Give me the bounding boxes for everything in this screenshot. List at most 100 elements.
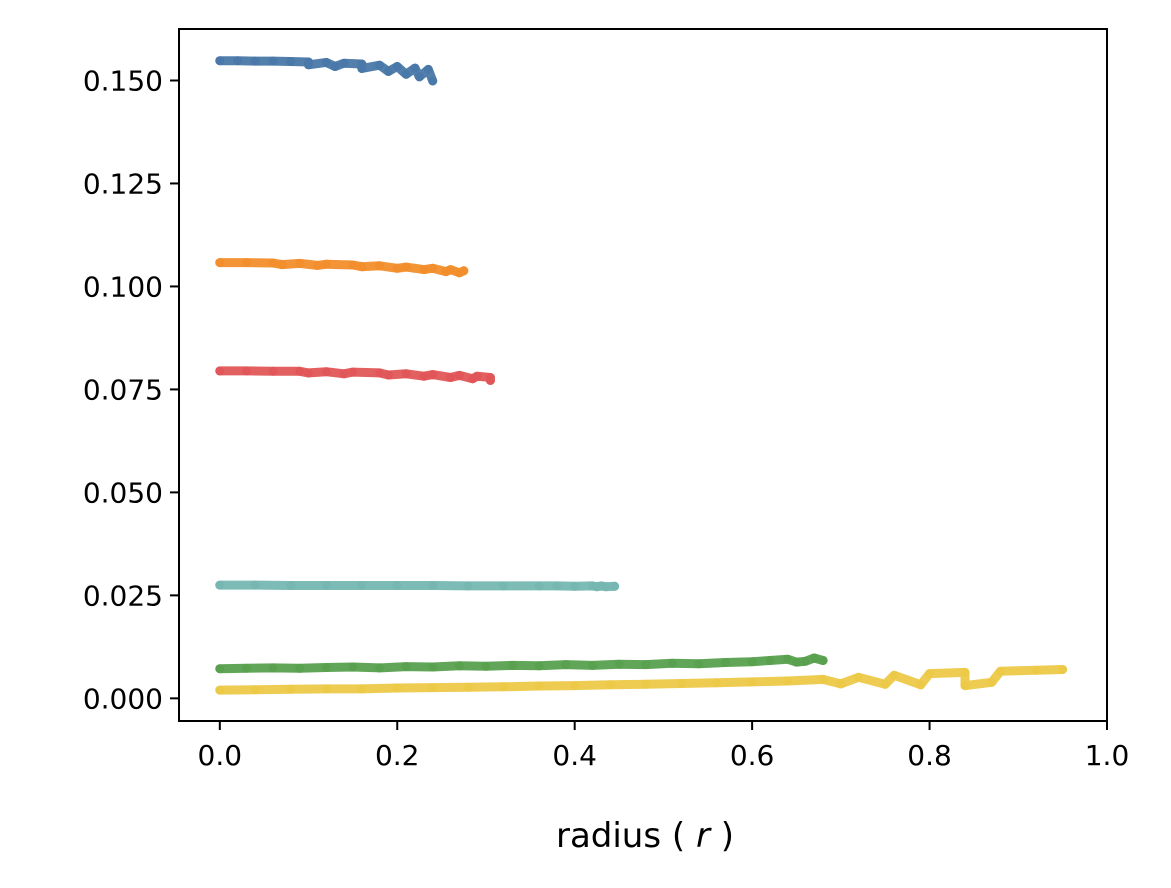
data-point xyxy=(241,366,251,376)
data-point xyxy=(241,258,251,268)
plot-frame xyxy=(178,28,1108,722)
data-point xyxy=(508,660,518,670)
x-tick-label: 0.8 xyxy=(907,739,952,772)
data-point xyxy=(880,679,890,689)
data-point xyxy=(712,678,722,688)
data-point xyxy=(419,371,429,381)
y-tick-label: 0.150 xyxy=(83,64,163,97)
data-point xyxy=(401,69,411,79)
data-point xyxy=(250,56,260,66)
data-point xyxy=(233,56,243,66)
data-point xyxy=(215,366,225,376)
data-point xyxy=(916,680,926,690)
data-point xyxy=(641,679,651,689)
data-point xyxy=(499,581,509,591)
data-point xyxy=(614,659,624,669)
data-point xyxy=(268,56,278,66)
data-point xyxy=(987,677,997,687)
data-point xyxy=(357,64,367,73)
data-point xyxy=(419,265,429,275)
data-point xyxy=(610,581,620,591)
series-2 xyxy=(215,366,495,385)
data-point xyxy=(304,60,313,70)
x-tick-label: 0.6 xyxy=(730,739,775,772)
data-point xyxy=(570,581,580,591)
data-point xyxy=(765,656,775,665)
data-points xyxy=(215,56,1068,695)
data-point xyxy=(250,685,260,695)
data-point xyxy=(809,653,819,663)
data-point xyxy=(414,72,424,82)
data-point xyxy=(587,660,597,670)
data-point xyxy=(215,685,225,695)
data-point xyxy=(721,658,730,667)
data-point xyxy=(392,581,402,590)
data-point xyxy=(312,260,322,270)
data-point xyxy=(601,582,611,592)
x-tick-label: 0.2 xyxy=(375,739,420,772)
data-point xyxy=(392,62,402,71)
data-point xyxy=(428,370,438,380)
data-point xyxy=(321,581,331,590)
series-band xyxy=(215,665,1068,695)
data-point xyxy=(215,664,225,674)
data-point xyxy=(446,373,455,382)
data-point xyxy=(286,684,296,694)
data-point xyxy=(375,60,384,70)
series-4 xyxy=(215,653,828,674)
data-point xyxy=(747,677,757,687)
data-point xyxy=(534,581,544,591)
data-point xyxy=(295,663,305,673)
x-tick-label: 0.0 xyxy=(198,739,243,772)
data-point xyxy=(676,679,686,688)
data-point xyxy=(268,366,278,376)
data-point xyxy=(481,661,491,671)
data-point xyxy=(295,366,305,376)
x-tick-label: 0.4 xyxy=(552,739,597,772)
data-point xyxy=(485,375,495,385)
data-point xyxy=(667,658,677,668)
data-point xyxy=(454,661,464,671)
data-point xyxy=(428,683,438,693)
data-point xyxy=(321,57,331,67)
data-point xyxy=(463,581,473,591)
data-point xyxy=(552,581,562,591)
data-point xyxy=(268,258,278,268)
data-point xyxy=(401,262,411,272)
data-point xyxy=(561,660,571,670)
data-point xyxy=(428,263,438,273)
data-point xyxy=(499,682,509,692)
data-point xyxy=(1058,665,1068,674)
y-tick-label: 0.025 xyxy=(83,579,163,612)
data-point xyxy=(854,672,864,682)
y-tick-label: 0.050 xyxy=(83,476,163,509)
data-point xyxy=(375,663,384,673)
data-point xyxy=(401,369,411,379)
data-point xyxy=(454,370,464,380)
data-point xyxy=(375,261,384,271)
y-tick-label: 0.000 xyxy=(83,682,163,715)
data-point xyxy=(818,656,828,665)
data-point xyxy=(783,654,793,664)
data-point xyxy=(286,581,296,590)
data-point xyxy=(428,662,438,672)
data-point xyxy=(321,259,331,269)
data-point xyxy=(818,674,828,684)
data-point xyxy=(454,268,464,278)
data-point xyxy=(605,680,615,690)
data-point xyxy=(321,367,331,377)
data-point xyxy=(277,260,287,270)
data-point xyxy=(925,669,935,679)
data-point xyxy=(570,681,580,691)
series-1 xyxy=(215,258,469,278)
data-point xyxy=(250,580,260,590)
data-point xyxy=(747,657,757,667)
y-tick-label: 0.100 xyxy=(83,270,163,303)
y-tick-label: 0.075 xyxy=(83,373,163,406)
x-tick-label: 1.0 xyxy=(1085,739,1130,772)
data-point xyxy=(410,63,420,73)
data-point xyxy=(441,267,451,277)
data-point xyxy=(641,660,651,670)
data-point xyxy=(339,58,349,68)
